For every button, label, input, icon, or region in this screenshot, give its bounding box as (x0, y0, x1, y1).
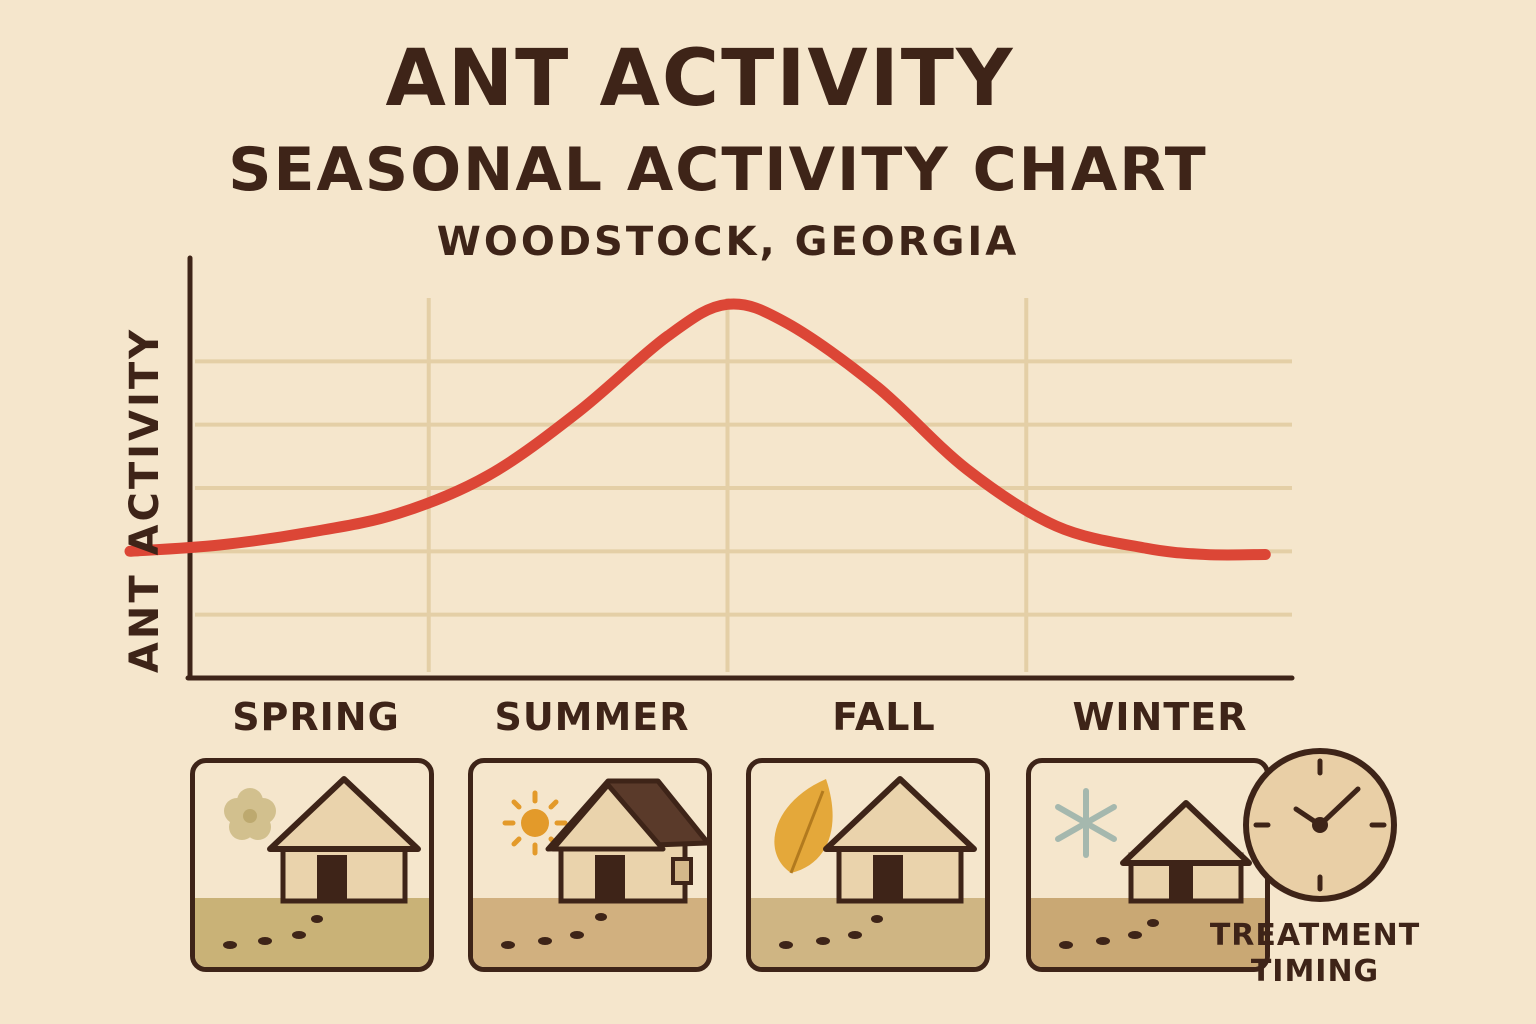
ant-trail-icon (223, 915, 323, 949)
ant-trail-icon (1059, 919, 1159, 949)
chart-subtitle: SEASONAL ACTIVITY CHART (228, 135, 1208, 205)
season-label-winter: WINTER (1072, 695, 1248, 739)
ant-trail-icon (501, 913, 607, 949)
y-axis-label: ANT ACTIVITY (122, 327, 168, 673)
chart-series (124, 298, 1271, 561)
treatment-label-line1: TREATMENT (1209, 918, 1421, 953)
clock-icon (1243, 748, 1397, 902)
treatment-label-line2: TIMING (1250, 954, 1380, 989)
season-label-fall: FALL (832, 695, 936, 739)
chart-grid (195, 298, 1292, 672)
activity-curve (124, 298, 1271, 561)
treatment-timing-label: TREATMENT TIMING (1190, 918, 1440, 990)
summer-panel (468, 758, 712, 972)
season-label-spring: SPRING (232, 695, 400, 739)
house-icon (1120, 800, 1252, 904)
season-label-summer: SUMMER (494, 695, 690, 739)
activity-chart: ANT ACTIVITY (122, 255, 1295, 681)
chart-location: WOODSTOCK, GEORGIA (436, 219, 1020, 265)
flower-icon (224, 788, 276, 840)
fall-panel (746, 758, 990, 972)
spring-panel (190, 758, 434, 972)
house-icon (545, 778, 707, 904)
house-icon (267, 776, 421, 904)
snowflake-icon (1055, 788, 1117, 858)
leaf-icon (774, 779, 833, 874)
house-icon (823, 776, 977, 904)
winter-panel (1026, 758, 1270, 972)
ant-trail-icon (779, 915, 883, 949)
chart-title: ANT ACTIVITY (385, 34, 1015, 124)
